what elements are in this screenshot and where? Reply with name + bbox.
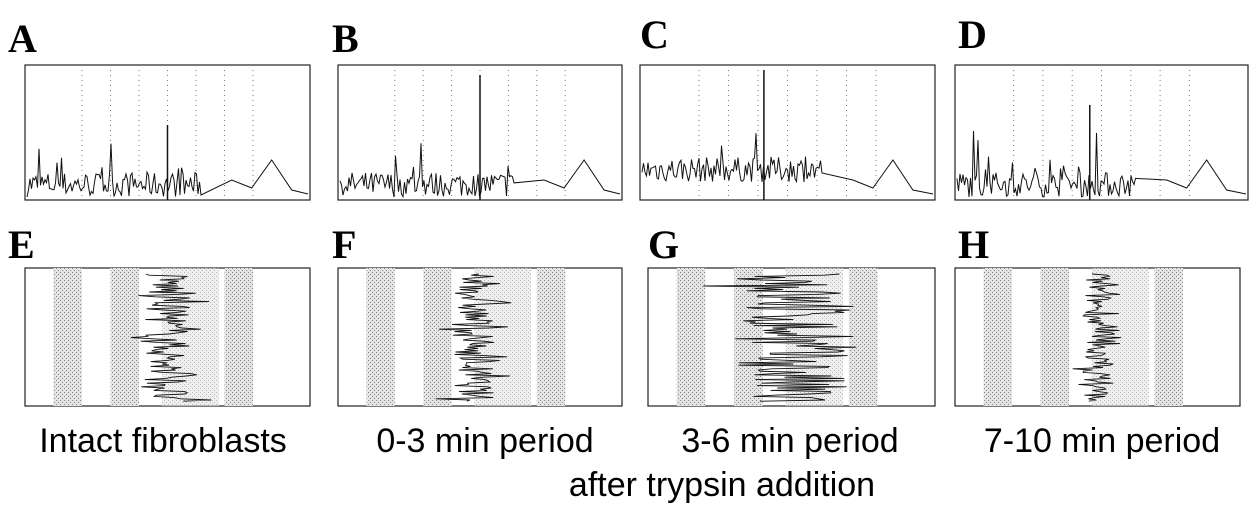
- band: [224, 268, 253, 406]
- caption: Intact fibroblasts: [39, 422, 287, 460]
- subcaption: after trypsin addition: [569, 466, 875, 504]
- band: [366, 268, 395, 406]
- plots: [24, 64, 1249, 407]
- spectrum-trace: [339, 143, 621, 199]
- caption: 0-3 min period: [376, 422, 593, 460]
- band: [848, 268, 878, 406]
- spectrum-trace: [26, 143, 309, 198]
- trace: [435, 273, 512, 402]
- panel-letter: A: [8, 16, 37, 61]
- caption: 3-6 min period: [681, 422, 898, 460]
- trace: [703, 273, 857, 402]
- band: [474, 268, 532, 406]
- panel-letter: D: [958, 12, 987, 57]
- panel-letter: G: [648, 222, 679, 267]
- panel-letter: B: [332, 16, 359, 61]
- band: [983, 268, 1012, 406]
- band: [536, 268, 566, 406]
- band: [1040, 268, 1069, 406]
- band: [53, 268, 82, 406]
- panel-letter: F: [332, 222, 356, 267]
- trace: [1072, 273, 1121, 402]
- spectrum-trace: [956, 130, 1247, 198]
- panel-letter: E: [8, 222, 35, 267]
- spectrum-trace: [641, 133, 934, 195]
- band: [423, 268, 452, 406]
- panel-letter: H: [958, 222, 989, 267]
- panel-letter: C: [640, 12, 669, 57]
- caption: 7-10 min period: [984, 422, 1220, 460]
- band: [676, 268, 706, 406]
- band: [1154, 268, 1183, 406]
- trace: [130, 273, 212, 402]
